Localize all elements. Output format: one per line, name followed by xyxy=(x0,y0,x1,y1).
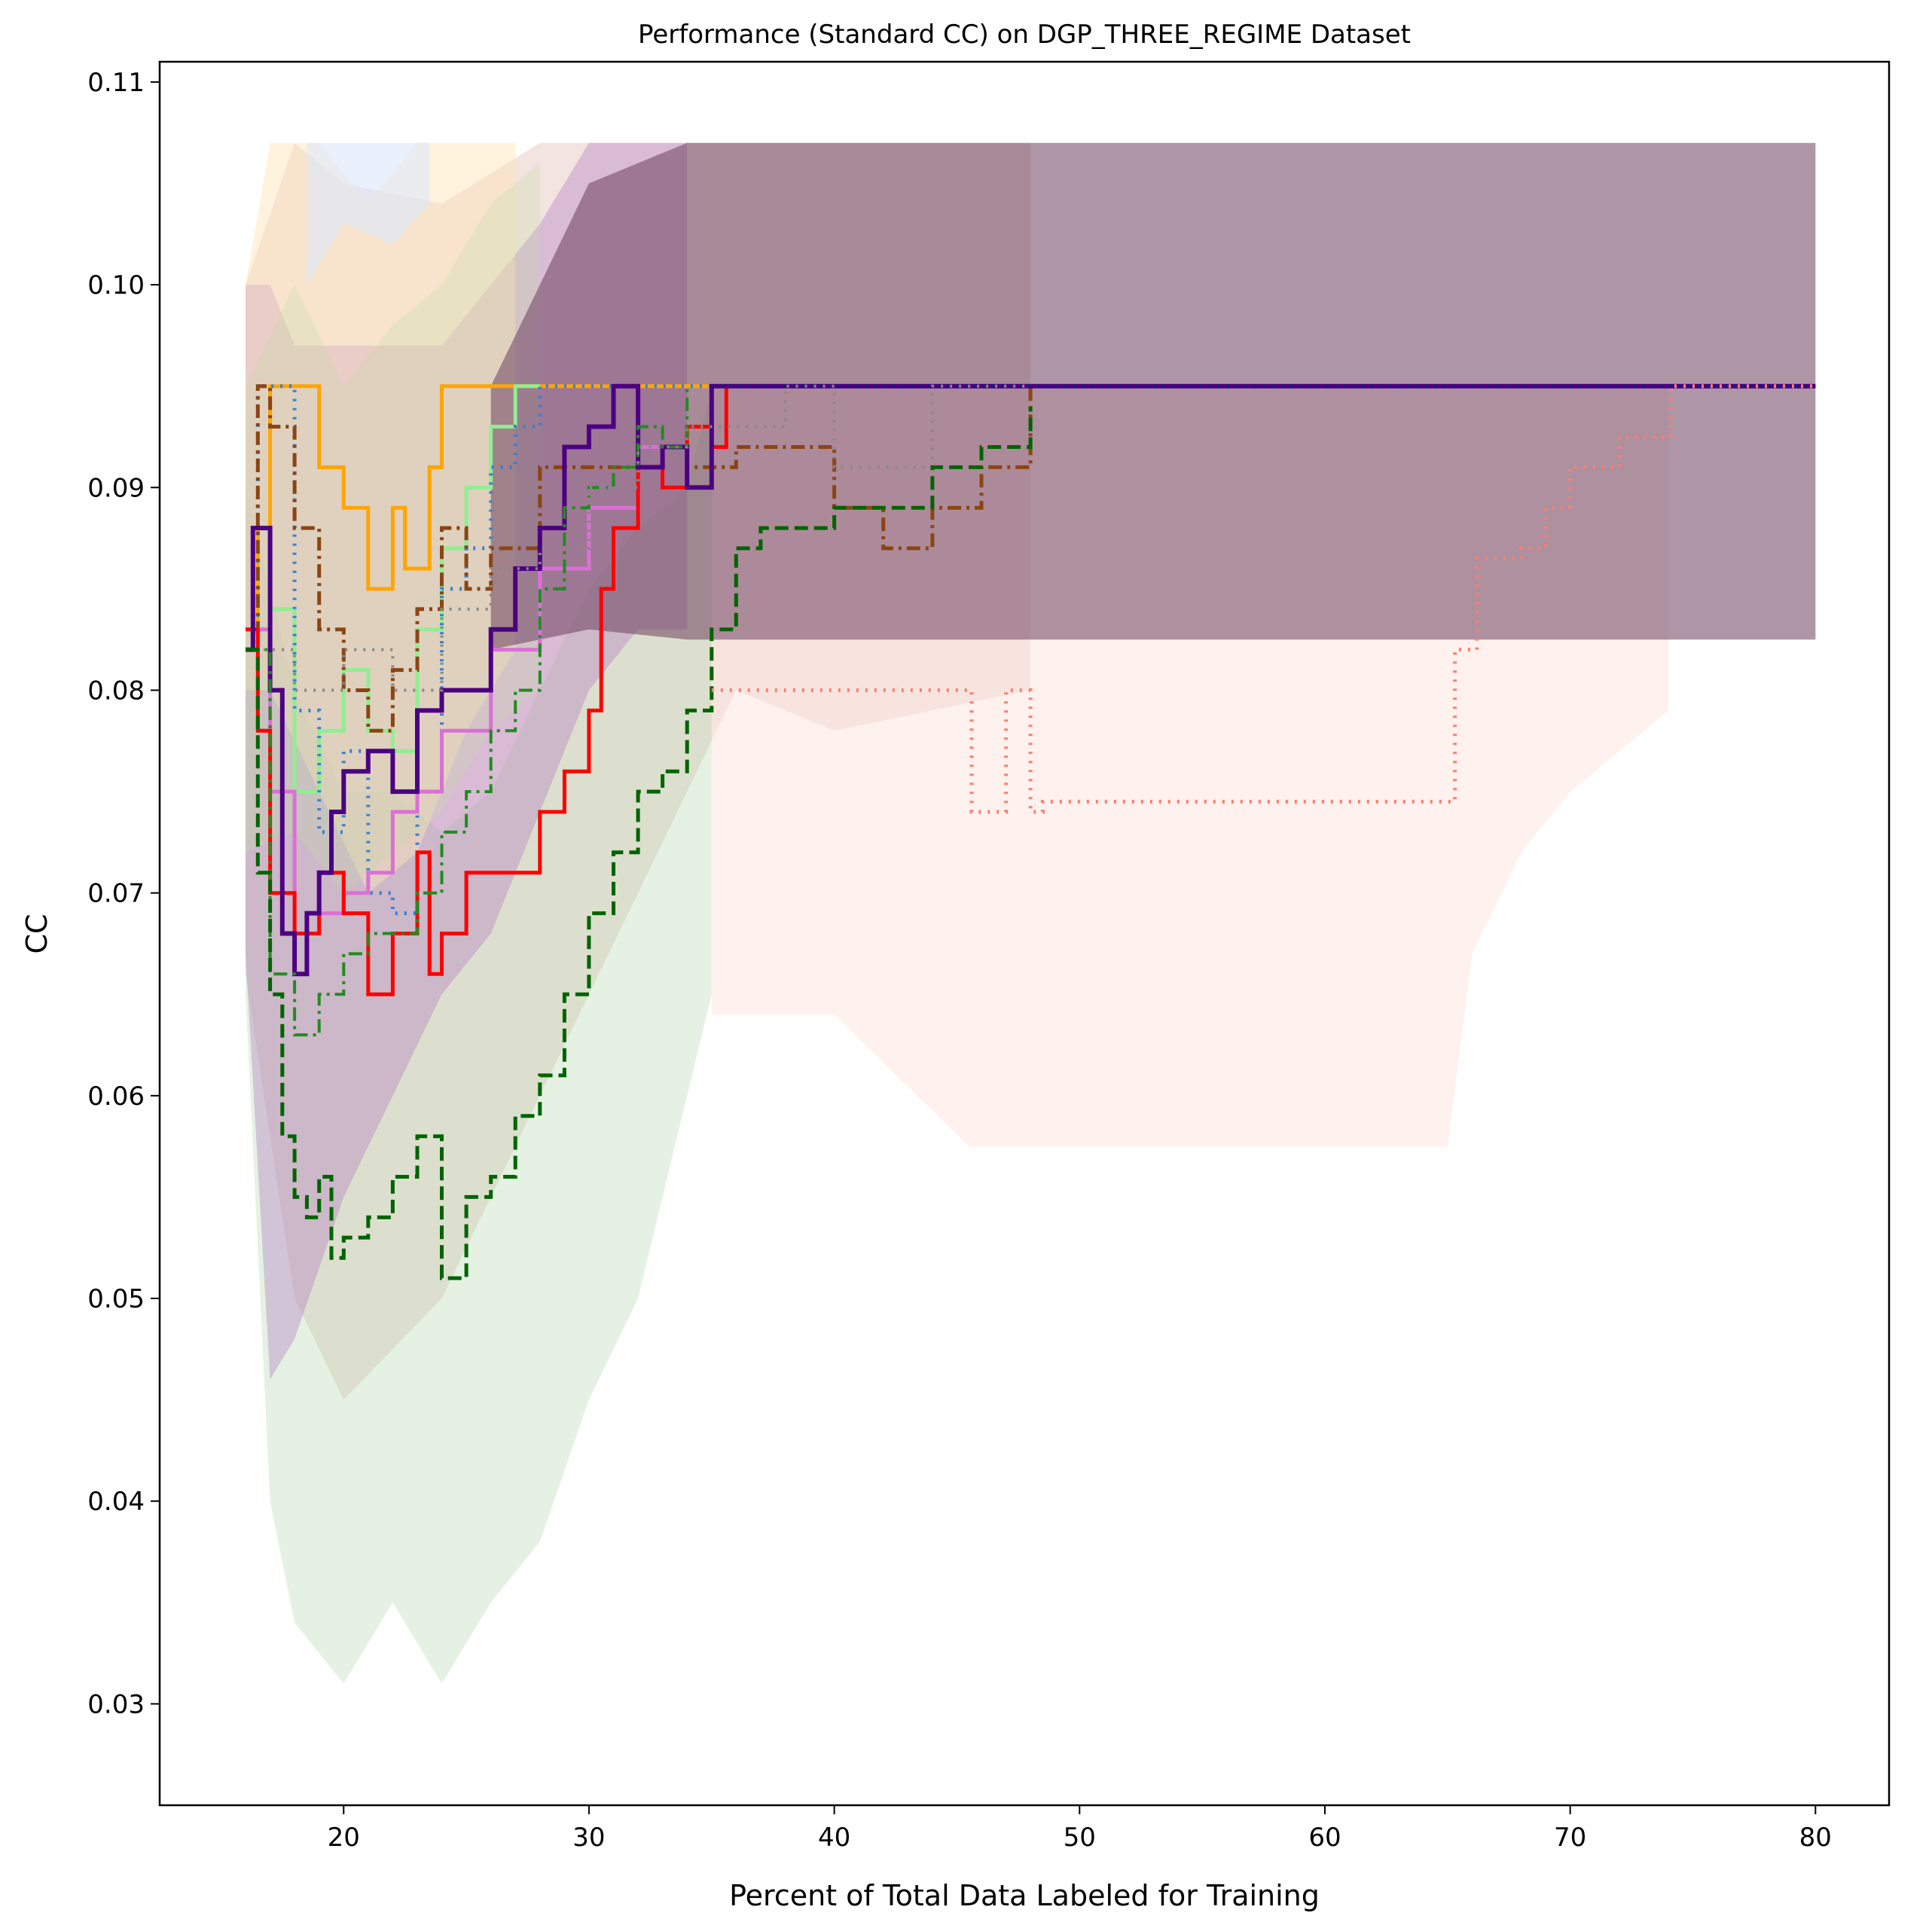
x-tick-label: 60 xyxy=(1308,1823,1341,1853)
confidence-band-8 xyxy=(490,142,1816,650)
chart-title: Performance (Standard CC) on DGP_THREE_R… xyxy=(638,20,1411,50)
y-tick-label: 0.05 xyxy=(87,1284,145,1314)
confidence-bands xyxy=(246,142,1816,1684)
series-line-7 xyxy=(246,383,1816,977)
x-tick-label: 70 xyxy=(1554,1823,1586,1853)
x-axis-label: Percent of Total Data Labeled for Traini… xyxy=(729,1879,1320,1912)
series-line-1 xyxy=(246,384,712,652)
plot-frame xyxy=(158,60,1891,1807)
confidence-band-5 xyxy=(307,142,430,285)
x-tick-label: 20 xyxy=(328,1823,360,1853)
x-tick-label: 80 xyxy=(1799,1823,1832,1853)
y-axis-label: CC xyxy=(20,914,53,953)
x-tick-label: 30 xyxy=(572,1823,605,1853)
series-line-4 xyxy=(246,384,1033,733)
series-line-9 xyxy=(246,384,1031,692)
y-tick-label: 0.03 xyxy=(87,1689,145,1719)
y-tick-label: 0.04 xyxy=(87,1487,145,1517)
confidence-band-4 xyxy=(246,142,516,893)
y-tick-label: 0.11 xyxy=(87,68,145,98)
series-line-10 xyxy=(246,406,1033,1280)
y-tick-label: 0.10 xyxy=(87,270,145,300)
series-line-3 xyxy=(246,384,1816,916)
y-axis-ticks: 0.03 0.04 0.05 0.06 0.07 0.08 0.09 0.10 0.11 xyxy=(87,68,160,1719)
x-axis-ticks: 20 30 40 50 60 70 80 xyxy=(328,1805,1832,1853)
y-tick-label: 0.06 xyxy=(87,1081,145,1112)
series-line-11 xyxy=(711,384,1816,814)
y-tick-label: 0.09 xyxy=(87,473,145,503)
series-lines xyxy=(246,383,1816,1280)
x-tick-label: 40 xyxy=(818,1823,850,1853)
y-tick-label: 0.08 xyxy=(87,676,145,706)
x-tick-label: 50 xyxy=(1064,1823,1096,1853)
series-line-8 xyxy=(246,386,689,1037)
series-line-2 xyxy=(246,384,540,794)
y-tick-label: 0.07 xyxy=(87,879,145,909)
